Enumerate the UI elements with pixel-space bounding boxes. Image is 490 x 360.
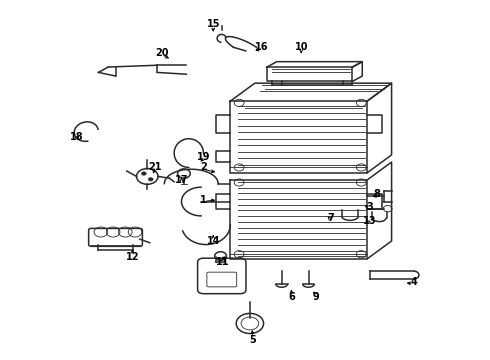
Text: 8: 8 bbox=[373, 189, 380, 199]
Text: 13: 13 bbox=[363, 216, 376, 226]
Text: 21: 21 bbox=[148, 162, 161, 172]
Text: 15: 15 bbox=[206, 19, 220, 29]
Text: 6: 6 bbox=[288, 292, 295, 302]
Text: 10: 10 bbox=[294, 42, 308, 52]
Text: 14: 14 bbox=[206, 236, 220, 246]
Text: 3: 3 bbox=[366, 202, 373, 212]
Text: 18: 18 bbox=[70, 132, 83, 142]
Circle shape bbox=[142, 172, 147, 175]
Text: 12: 12 bbox=[126, 252, 139, 262]
Circle shape bbox=[148, 177, 153, 181]
Text: 17: 17 bbox=[175, 175, 188, 185]
Text: 2: 2 bbox=[200, 162, 207, 172]
Text: 16: 16 bbox=[255, 42, 269, 52]
Text: 19: 19 bbox=[196, 152, 210, 162]
Text: 7: 7 bbox=[327, 213, 334, 222]
Text: 5: 5 bbox=[249, 334, 256, 345]
Text: 11: 11 bbox=[216, 257, 230, 267]
Text: 20: 20 bbox=[155, 48, 169, 58]
Text: 1: 1 bbox=[200, 195, 207, 205]
Text: 4: 4 bbox=[410, 277, 417, 287]
Text: 9: 9 bbox=[313, 292, 319, 302]
